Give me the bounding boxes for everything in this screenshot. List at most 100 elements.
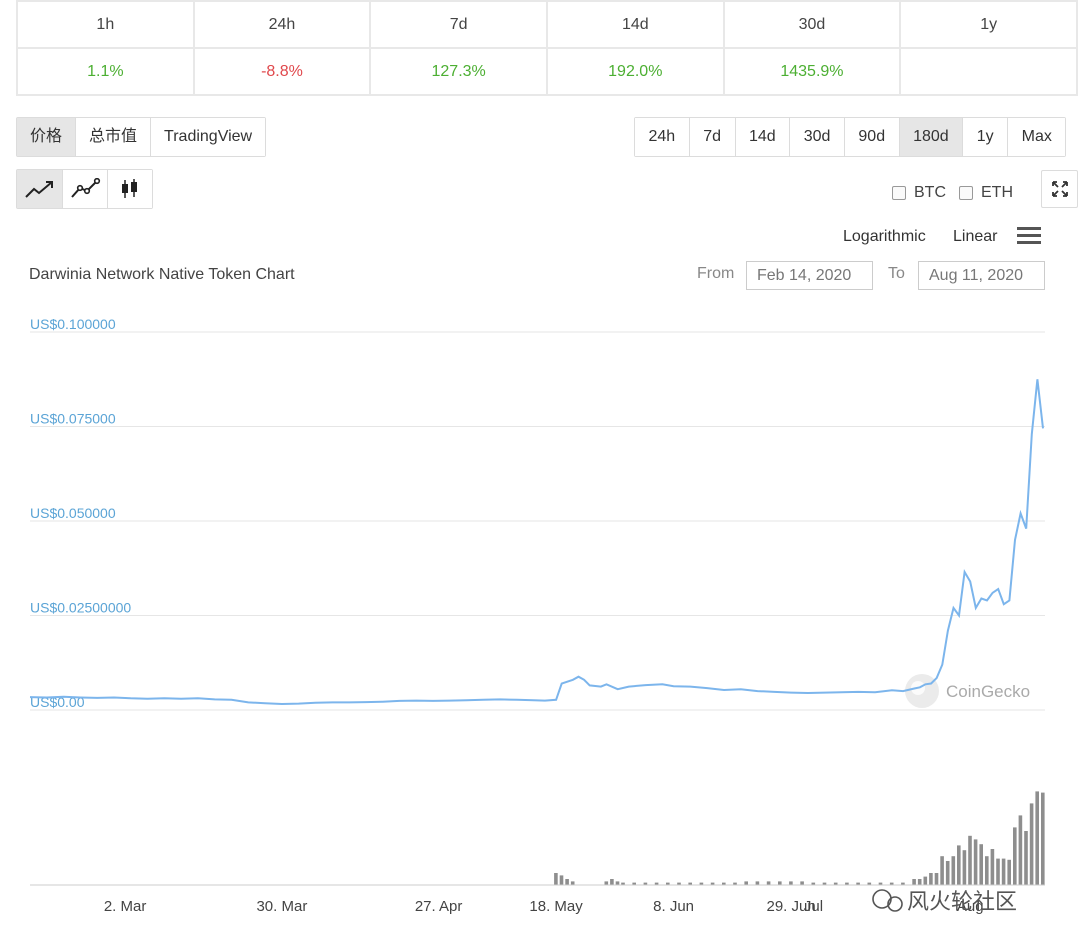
range-1y[interactable]: 1y: [962, 118, 1008, 156]
range-180d[interactable]: 180d: [898, 118, 963, 156]
perf-value-30d: 1435.9%: [722, 47, 902, 96]
volume-bar: [800, 881, 804, 885]
volume-bar: [1007, 859, 1011, 885]
volume-bar: [968, 835, 972, 885]
volume-bar: [811, 882, 816, 885]
volume-bar: [1024, 831, 1028, 885]
volume-bar: [1041, 792, 1045, 885]
to-label: To: [888, 265, 905, 282]
perf-value-24h: -8.8%: [192, 47, 372, 96]
perf-value-1y: [899, 47, 1078, 96]
volume-bar: [979, 844, 983, 885]
perf-header-24h: 24h: [192, 0, 372, 49]
perf-header-7d: 7d: [369, 0, 548, 49]
compare-eth-label: ETH: [981, 184, 1013, 201]
checkbox-eth[interactable]: [959, 186, 973, 200]
perf-value-7d: 127.3%: [369, 47, 548, 96]
candlestick-icon: [122, 179, 137, 198]
volume-bar: [744, 881, 748, 885]
performance-table: 1h 24h 7d 14d 30d 1y 1.1% -8.8% 127.3% 1…: [16, 0, 1078, 96]
perf-header-14d: 14d: [545, 0, 725, 49]
x-tick-label: Aug: [957, 898, 984, 915]
y-axis-labels: US$0.00US$0.02500000US$0.050000US$0.0750…: [30, 316, 131, 710]
tab-tradingview[interactable]: TradingView: [150, 118, 266, 156]
perf-header-1y: 1y: [899, 0, 1078, 49]
volume-bar: [901, 882, 905, 885]
volume-bar: [778, 881, 782, 885]
gridlines: [30, 331, 1045, 711]
volume-bar: [962, 850, 967, 885]
volume-bar: [1018, 815, 1023, 885]
performance-header-row: 1h 24h 7d 14d 30d 1y: [16, 0, 1078, 49]
volume-bar: [940, 856, 944, 885]
volume-bar: [889, 882, 894, 885]
checkbox-btc[interactable]: [892, 186, 906, 200]
volume-bar: [1029, 803, 1034, 885]
line-marker-chart-button[interactable]: [62, 170, 107, 208]
compare-eth[interactable]: ETH: [959, 184, 1013, 202]
volume-bar: [1001, 858, 1006, 885]
volume-bar: [666, 882, 670, 885]
compare-btc[interactable]: BTC: [892, 184, 946, 202]
range-max[interactable]: Max: [1007, 118, 1066, 156]
volume-bar: [929, 873, 933, 885]
volume-bar: [615, 881, 620, 885]
tab-market-cap[interactable]: 总市值: [75, 118, 151, 156]
range-7d[interactable]: 7d: [688, 118, 735, 156]
x-tick-label: 27. Apr: [415, 898, 463, 915]
y-tick-label: US$0.02500000: [30, 600, 131, 616]
volume-bar: [957, 845, 961, 885]
from-label: From: [697, 265, 735, 282]
perf-value-1h: 1.1%: [16, 47, 195, 96]
tab-price[interactable]: 价格: [17, 118, 76, 156]
range-14d[interactable]: 14d: [734, 118, 790, 156]
hamburger-menu-icon[interactable]: [1017, 227, 1041, 247]
volume-bar: [833, 882, 838, 885]
x-tick-label: 8. Jun: [653, 898, 694, 915]
volume-bar: [643, 882, 648, 885]
volume-bar: [923, 876, 928, 885]
x-tick-label: 18. May: [529, 898, 583, 915]
to-date-input[interactable]: Aug 11, 2020: [918, 261, 1045, 290]
x-tick-label: 30. Mar: [256, 898, 307, 915]
volume-bar: [985, 856, 989, 885]
volume-bar: [990, 849, 995, 885]
y-tick-label: US$0.100000: [30, 316, 116, 332]
volume-bar: [699, 882, 704, 885]
fullscreen-button[interactable]: [1041, 170, 1078, 208]
volume-bar: [822, 882, 827, 885]
volume-bar: [912, 879, 916, 885]
volume-bar: [878, 882, 883, 885]
volume-bar: [917, 879, 922, 885]
range-90d[interactable]: 90d: [843, 118, 899, 156]
perf-value-14d: 192.0%: [545, 47, 725, 96]
line-marker-chart-icon: [71, 178, 101, 198]
perf-header-1h: 1h: [16, 0, 195, 49]
range-30d[interactable]: 30d: [789, 118, 844, 156]
scale-logarithmic[interactable]: Logarithmic: [843, 228, 926, 245]
volume-bar: [996, 858, 1000, 885]
volume-bar: [945, 861, 950, 885]
from-date-input[interactable]: Feb 14, 2020: [746, 261, 873, 290]
volume-bar: [733, 882, 737, 885]
volume-bar: [554, 873, 558, 885]
scale-linear[interactable]: Linear: [953, 228, 998, 245]
candlestick-chart-button[interactable]: [107, 170, 152, 208]
volume-bar: [559, 875, 564, 885]
y-tick-label: US$0.050000: [30, 505, 116, 521]
volume-bar: [677, 882, 681, 885]
volume-bar: [654, 882, 659, 885]
price-series-line: [29, 379, 1044, 706]
price-chart[interactable]: US$0.00US$0.02500000US$0.050000US$0.0750…: [0, 300, 1080, 948]
fullscreen-icon: [1051, 181, 1068, 197]
wechat-mark: 风火轮社区: [872, 889, 1017, 915]
volume-bar: [766, 881, 771, 885]
range-tabs: 24h 7d 14d 30d 90d 180d 1y Max: [634, 117, 1067, 157]
range-24h[interactable]: 24h: [635, 118, 689, 156]
volume-bar: [604, 881, 609, 885]
compare-btc-label: BTC: [914, 184, 946, 201]
coingecko-watermark: CoinGecko: [905, 674, 1030, 708]
volume-bar: [710, 882, 715, 885]
volume-bar: [570, 881, 575, 885]
line-chart-button[interactable]: [17, 170, 62, 208]
